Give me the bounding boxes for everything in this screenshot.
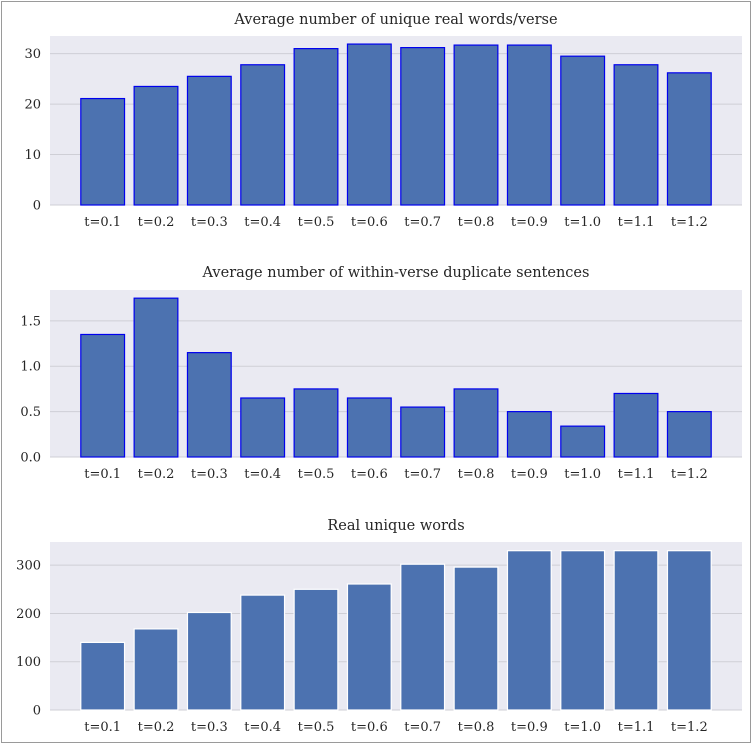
x-tick-label: t=0.5 xyxy=(298,720,335,735)
x-tick-label: t=0.5 xyxy=(298,215,335,230)
x-tick-label: t=0.1 xyxy=(84,215,121,230)
x-tick-label: t=1.0 xyxy=(564,720,601,735)
x-tick-label: t=0.3 xyxy=(191,467,228,482)
x-tick-label: t=1.0 xyxy=(564,467,601,482)
bar-t=0.6 xyxy=(346,583,392,711)
bar-t=0.4 xyxy=(240,64,286,206)
bar-t=0.7 xyxy=(400,47,446,206)
bar-t=0.4 xyxy=(240,594,286,711)
bar-t=0.8 xyxy=(453,44,499,206)
y-tick-label: 0 xyxy=(33,704,41,719)
y-tick-label: 10 xyxy=(24,148,41,163)
bar-t=0.1 xyxy=(80,333,126,458)
chart-panel-duplicate-sentences: Average number of within-verse duplicate… xyxy=(20,265,742,482)
bar-t=0.7 xyxy=(400,563,446,711)
x-tick-label: t=0.8 xyxy=(458,215,495,230)
bar-t=0.7 xyxy=(400,406,446,458)
bar-t=1.1 xyxy=(613,392,659,458)
chart-title: Real unique words xyxy=(327,518,464,534)
x-tick-label: t=1.2 xyxy=(671,467,708,482)
bar-t=0.4 xyxy=(240,397,286,458)
x-tick-label: t=0.7 xyxy=(404,215,441,230)
bar-t=0.5 xyxy=(293,388,339,458)
bar-t=0.3 xyxy=(186,611,232,711)
bar-t=1.1 xyxy=(613,64,659,206)
y-tick-label: 0 xyxy=(33,199,41,214)
x-tick-label: t=0.3 xyxy=(191,720,228,735)
chart-panel-unique-words-per-verse: Average number of unique real words/vers… xyxy=(24,12,742,230)
x-tick-label: t=0.7 xyxy=(404,467,441,482)
bar-t=0.9 xyxy=(506,550,552,711)
x-tick-label: t=0.6 xyxy=(351,215,388,230)
chart-panel-real-unique-words: Real unique words 0 100 200 300 t=0.1 t=0.2 t=… xyxy=(16,518,742,735)
y-tick-label: 300 xyxy=(16,559,41,574)
x-tick-label: t=0.4 xyxy=(244,467,281,482)
x-tick-label: t=1.0 xyxy=(564,215,601,230)
y-tick-label: 200 xyxy=(16,607,41,622)
bar-t=0.8 xyxy=(453,566,499,711)
bar-t=0.9 xyxy=(506,411,552,458)
x-tick-label: t=0.9 xyxy=(511,467,548,482)
y-tick-label: 20 xyxy=(24,98,41,113)
bar-t=1.0 xyxy=(560,55,606,206)
x-tick-label: t=0.2 xyxy=(138,215,175,230)
x-tick-label: t=0.2 xyxy=(138,467,175,482)
x-tick-label: t=0.8 xyxy=(458,467,495,482)
x-tick-label: t=0.6 xyxy=(351,720,388,735)
bar-t=0.2 xyxy=(133,297,179,458)
x-tick-label: t=0.6 xyxy=(351,467,388,482)
x-tick-label: t=0.9 xyxy=(511,720,548,735)
bar-t=0.2 xyxy=(133,628,179,711)
y-tick-label: 100 xyxy=(16,655,41,670)
y-tick-label: 0.5 xyxy=(20,405,41,420)
bar-t=0.2 xyxy=(133,85,179,206)
y-tick-label: 0.0 xyxy=(20,451,41,466)
x-tick-label: t=0.4 xyxy=(244,215,281,230)
y-tick-label: 30 xyxy=(24,47,41,62)
bar-t=0.1 xyxy=(80,97,126,206)
bar-t=0.1 xyxy=(80,641,126,711)
x-tick-label: t=0.9 xyxy=(511,215,548,230)
bar-t=1.2 xyxy=(666,411,712,458)
bar-t=0.3 xyxy=(186,352,232,458)
x-tick-label: t=1.2 xyxy=(671,215,708,230)
bar-t=0.3 xyxy=(186,75,232,206)
bar-t=1.1 xyxy=(613,550,659,711)
bar-t=0.5 xyxy=(293,48,339,206)
x-tick-label: t=0.5 xyxy=(298,467,335,482)
x-tick-label: t=1.2 xyxy=(671,720,708,735)
x-tick-label: t=0.8 xyxy=(458,720,495,735)
x-tick-label: t=1.1 xyxy=(618,215,655,230)
x-tick-label: t=0.2 xyxy=(138,720,175,735)
bar-t=1.0 xyxy=(560,550,606,711)
bar-t=0.6 xyxy=(346,397,392,458)
y-tick-label: 1.0 xyxy=(20,360,41,375)
bar-t=0.8 xyxy=(453,388,499,458)
bar-t=0.6 xyxy=(346,43,392,206)
bar-t=1.2 xyxy=(666,72,712,206)
y-tick-label: 1.5 xyxy=(20,314,41,329)
bar-t=0.9 xyxy=(506,44,552,206)
bar-t=1.0 xyxy=(560,425,606,458)
x-tick-label: t=0.7 xyxy=(404,720,441,735)
chart-title: Average number of within-verse duplicate… xyxy=(202,265,590,281)
x-tick-label: t=1.1 xyxy=(618,467,655,482)
chart-title: Average number of unique real words/vers… xyxy=(233,12,557,28)
x-tick-label: t=0.4 xyxy=(244,720,281,735)
x-tick-label: t=0.3 xyxy=(191,215,228,230)
x-tick-label: t=0.1 xyxy=(84,720,121,735)
bar-t=1.2 xyxy=(666,550,712,711)
bar-t=0.5 xyxy=(293,588,339,711)
x-tick-label: t=0.1 xyxy=(84,467,121,482)
x-tick-label: t=1.1 xyxy=(618,720,655,735)
